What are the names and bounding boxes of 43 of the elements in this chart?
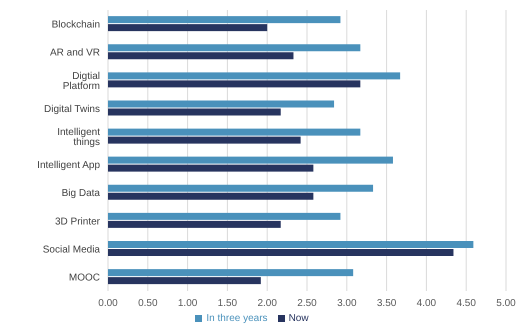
bar: [108, 269, 354, 276]
bar: [108, 100, 334, 108]
x-tick-label: 4.00: [416, 298, 437, 310]
bar: [108, 16, 340, 24]
y-tick-label: Intelligent App: [37, 160, 100, 172]
x-tick-label: 2.00: [257, 298, 278, 310]
bar: [108, 44, 360, 52]
bar: [108, 220, 281, 228]
bar: [108, 164, 314, 172]
legend-label: Now: [288, 313, 309, 324]
y-tick-label: Intelligent things: [57, 127, 100, 148]
x-tick-label: 3.50: [376, 298, 397, 310]
x-tick-label: 4.50: [456, 298, 476, 310]
bar: [108, 52, 294, 60]
bar: [108, 248, 454, 256]
bar: [108, 184, 374, 192]
y-tick-label: MOOC: [68, 272, 100, 284]
bar: [108, 80, 360, 88]
y-tick-label: Big Data: [62, 188, 100, 200]
y-tick-label: 3D Printer: [54, 216, 101, 228]
bar: [108, 192, 314, 200]
x-tick-label: 5.00: [496, 298, 516, 310]
y-tick-label: Digital Twins: [44, 104, 100, 115]
bar: [108, 128, 360, 136]
bar: [108, 136, 301, 144]
legend-label: In three years: [206, 313, 268, 324]
x-tick-label: 1.50: [218, 298, 238, 310]
x-tick-label: 1.00: [178, 298, 198, 310]
y-tick-label: Digtial Platform: [62, 70, 100, 92]
bar: [108, 72, 400, 80]
y-tick-label: Social Media: [42, 244, 100, 256]
bar: [108, 24, 268, 32]
bar: [108, 240, 474, 248]
x-tick-label: 3.00: [337, 298, 357, 310]
x-tick-label: 2.50: [297, 298, 318, 310]
bar: [108, 156, 393, 164]
bar: [108, 212, 340, 220]
y-tick-label: AR and VR: [50, 48, 100, 59]
bar: [108, 108, 281, 116]
y-tick-label: Blockchain: [52, 20, 100, 31]
x-tick-label: 0.00: [98, 298, 118, 310]
bar: [108, 277, 261, 284]
x-tick-label: 0.50: [138, 298, 158, 310]
